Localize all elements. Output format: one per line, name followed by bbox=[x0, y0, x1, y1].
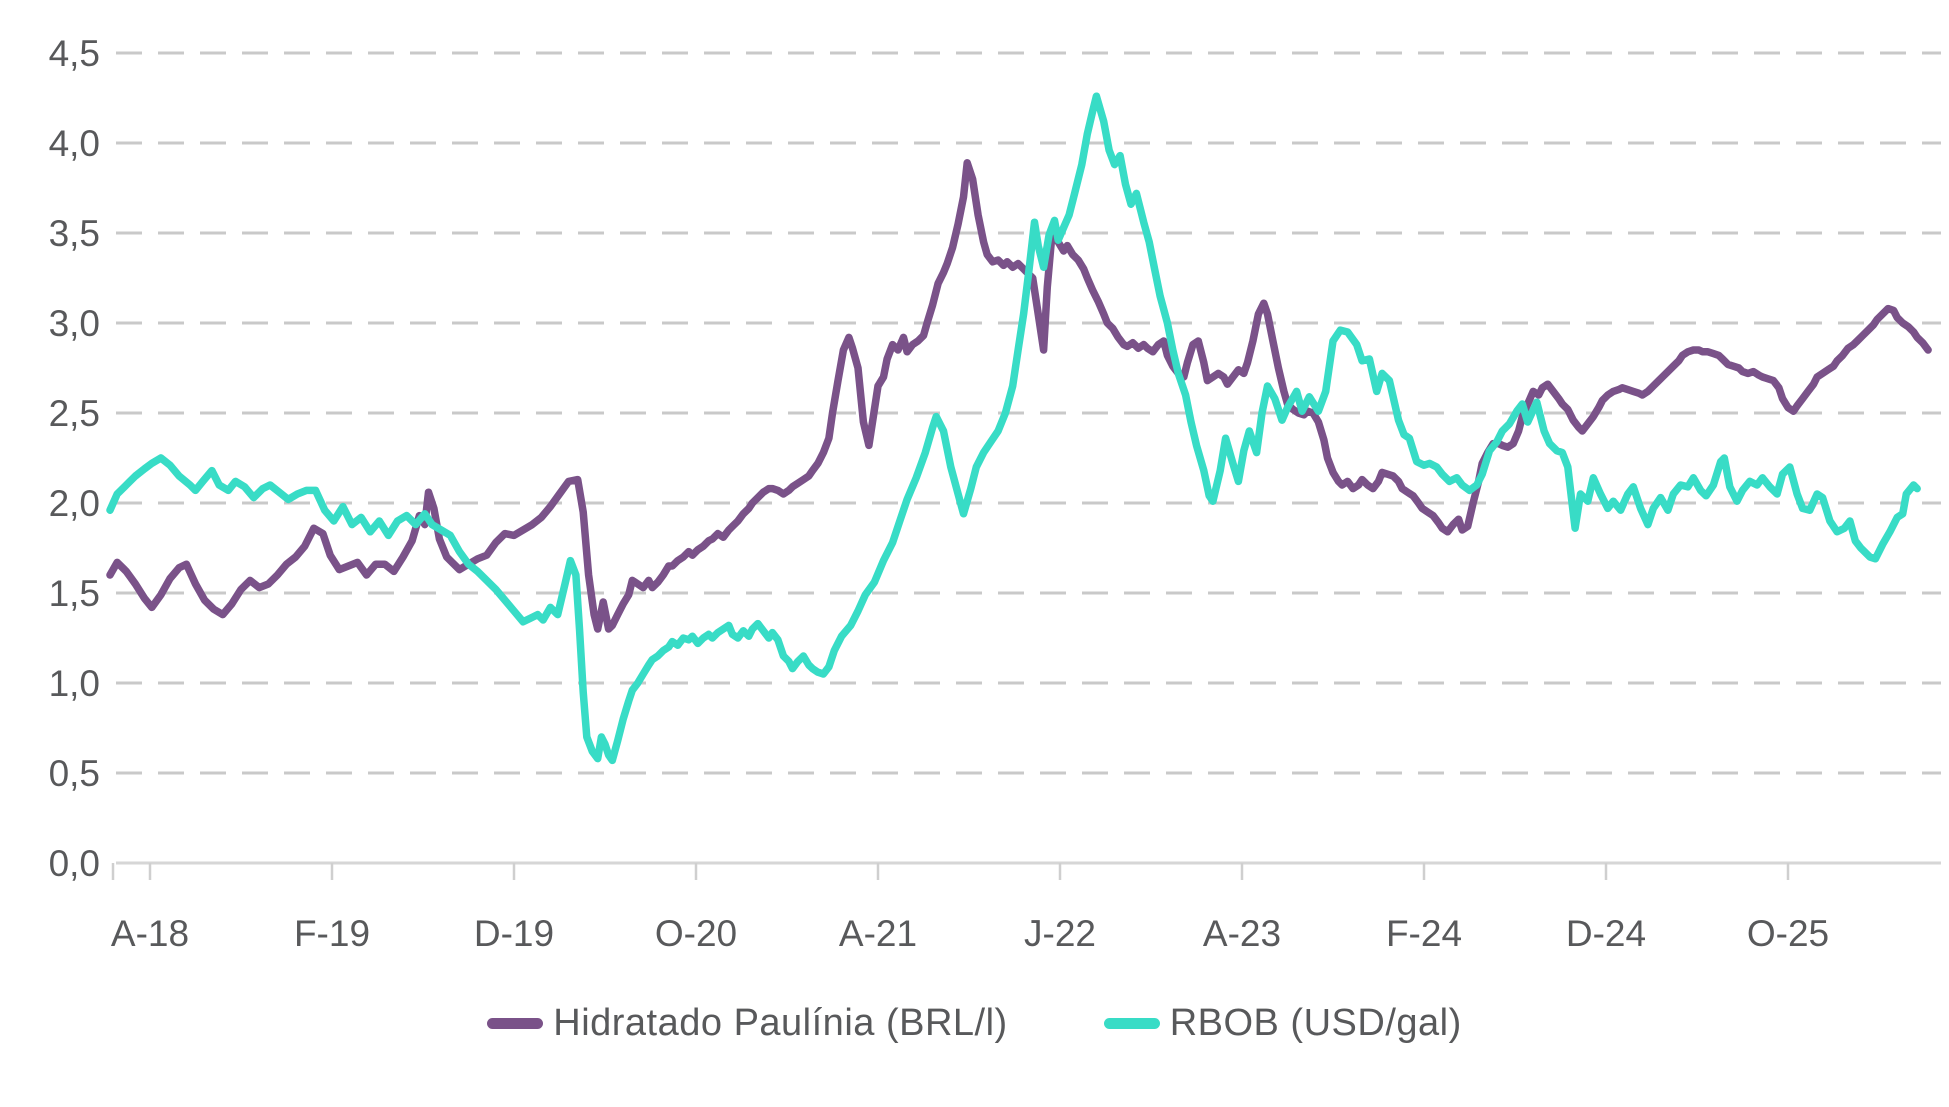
y-axis-label: 4,0 bbox=[49, 123, 100, 164]
series-line-rbob bbox=[106, 92, 1921, 765]
x-axis-label: A-23 bbox=[1203, 913, 1281, 954]
x-axis-label: D-19 bbox=[474, 913, 554, 954]
y-axis-label: 1,5 bbox=[49, 573, 100, 614]
legend-item-rbob: RBOB (USD/gal) bbox=[1103, 1002, 1462, 1045]
y-axis-labels: 0,0 0,5 1,0 1,5 2,0 2,5 3,0 3,5 4,0 4,5 bbox=[49, 33, 100, 884]
x-axis-label: F-19 bbox=[294, 913, 370, 954]
x-axis-label: D-24 bbox=[1566, 913, 1646, 954]
legend-swatch-rbob bbox=[1103, 1018, 1160, 1029]
legend-swatch-hidratado bbox=[487, 1018, 544, 1029]
legend-label-hidratado: Hidratado Paulínia (BRL/l) bbox=[553, 1002, 1008, 1044]
x-axis-label: F-24 bbox=[1386, 913, 1462, 954]
x-axis-label: J-22 bbox=[1024, 913, 1096, 954]
x-axis-label: A-21 bbox=[839, 913, 917, 954]
y-axis-label: 2,0 bbox=[49, 483, 100, 524]
y-axis-label: 4,5 bbox=[49, 33, 100, 74]
chart-legend: Hidratado Paulínia (BRL/l) RBOB (USD/gal… bbox=[0, 1002, 1949, 1045]
y-axis-label: 0,5 bbox=[49, 753, 100, 794]
legend-item-hidratado: Hidratado Paulínia (BRL/l) bbox=[487, 1002, 1007, 1045]
x-axis-label: A-18 bbox=[111, 913, 189, 954]
y-axis-label: 3,5 bbox=[49, 213, 100, 254]
x-axis-labels: A-18 F-19 D-19 O-20 A-21 J-22 A-23 F-24 D-24 O-25 bbox=[111, 913, 1829, 954]
x-axis-label: O-20 bbox=[655, 913, 737, 954]
y-axis-label: 3,0 bbox=[49, 303, 100, 344]
series-line-hidratado bbox=[106, 159, 1932, 633]
x-axis-label: O-25 bbox=[1747, 913, 1829, 954]
legend-label-rbob: RBOB (USD/gal) bbox=[1169, 1002, 1462, 1044]
y-axis-label: 0,0 bbox=[49, 843, 100, 884]
gridlines bbox=[116, 51, 1941, 775]
x-axis-ticks bbox=[111, 863, 1790, 880]
y-axis-label: 1,0 bbox=[49, 663, 100, 704]
y-axis-label: 2,5 bbox=[49, 393, 100, 434]
